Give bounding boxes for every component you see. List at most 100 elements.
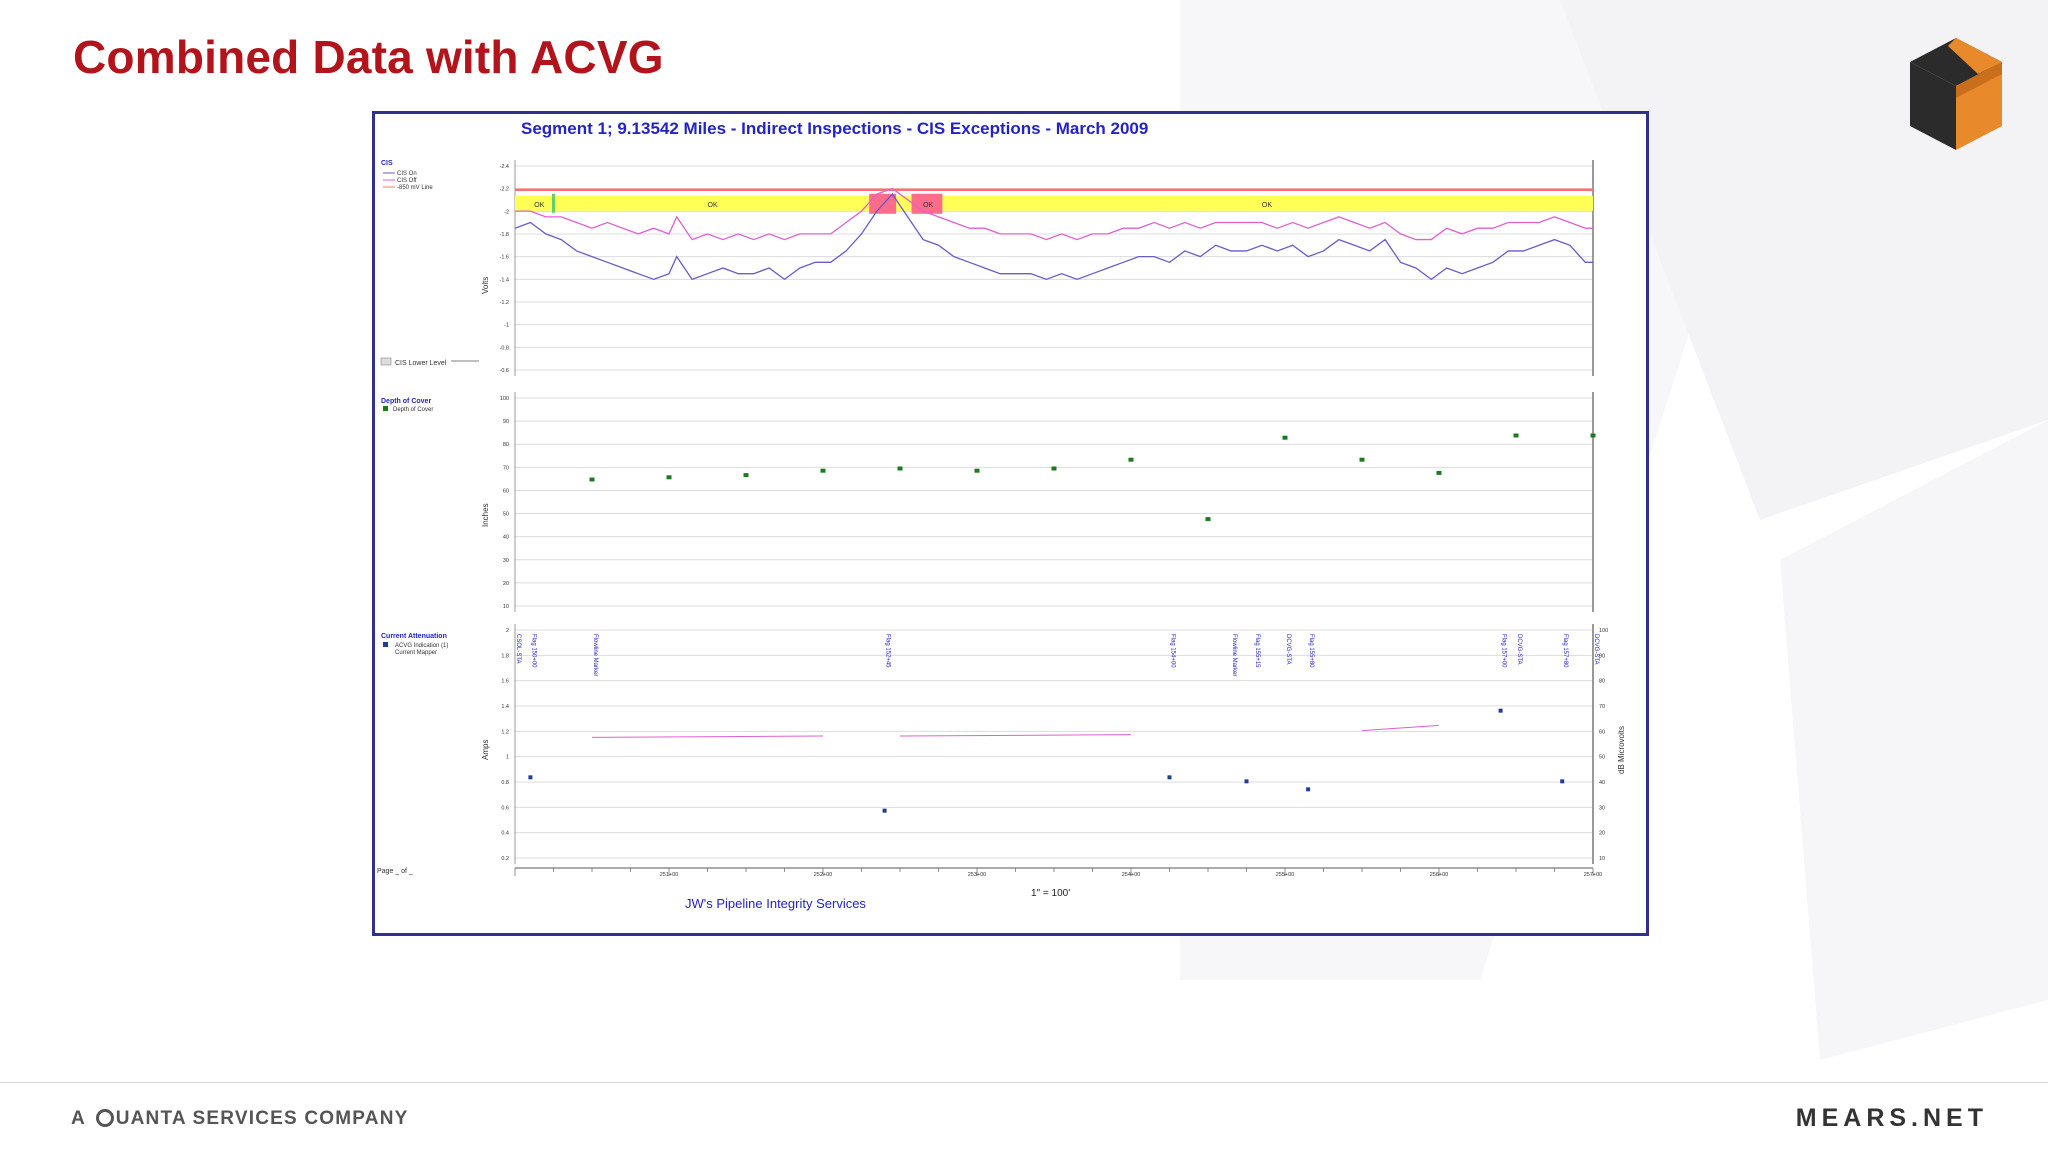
- chart-title: Segment 1; 9.13542 Miles - Indirect Insp…: [521, 119, 1148, 138]
- depth-ytick-label: 90: [503, 419, 509, 425]
- acvg-y2tick-label: 80: [1599, 679, 1605, 685]
- acvg-ytick-label: 0.6: [501, 805, 509, 811]
- footer-company: A UANTA SERVICES COMPANY: [71, 1108, 408, 1130]
- x-tick-label: 251+00: [660, 872, 679, 878]
- cis-ytick-label: -1.6: [500, 255, 509, 261]
- x-tick-label: 253+00: [968, 872, 987, 878]
- cis-on-line: [514, 193, 1593, 281]
- acvg-ytick-label: 0.4: [501, 831, 509, 837]
- acvg-y2tick-label: 10: [1599, 856, 1605, 862]
- x-tick-label: 256+00: [1430, 872, 1449, 878]
- acvg-y2tick-label: 90: [1599, 653, 1605, 659]
- depth-point: [589, 477, 595, 482]
- acvg-point: [1498, 708, 1503, 713]
- acvg-y2tick-label: 30: [1599, 805, 1605, 811]
- lower-level-swatch: [380, 357, 392, 366]
- acvg-ytick-label: 2: [506, 628, 509, 634]
- depth-point: [1051, 466, 1057, 471]
- cis-ytick-label: -1.8: [500, 232, 509, 238]
- cis-band-label: OK: [534, 202, 544, 209]
- depth-ytick-label: 20: [503, 581, 509, 587]
- depth-ytick-label: 60: [503, 488, 509, 494]
- depth-point: [974, 468, 980, 473]
- depth-ytick-label: 80: [503, 442, 509, 448]
- acvg-station-label: CSOL-STA: [515, 634, 521, 664]
- cis-ytick-label: -0.8: [500, 345, 509, 351]
- legend-acvg: ACVG Indication (1): [395, 643, 448, 649]
- legend-mapper: Current Mapper: [395, 650, 437, 656]
- scale-label: 1" = 100': [1031, 888, 1070, 899]
- cis-ytick-label: -2.4: [500, 164, 509, 170]
- depth-point: [1513, 433, 1519, 438]
- depth-ytick-label: 10: [503, 604, 509, 610]
- depth-point: [1359, 457, 1365, 462]
- footer-company-name: UANTA SERVICES COMPANY: [115, 1108, 409, 1129]
- acvg-station-label: Flag 150+00: [530, 634, 536, 668]
- depth-ylabel: Inches: [481, 503, 490, 527]
- legend-cis-off: CIS Off: [397, 178, 417, 184]
- acvg-point: [528, 775, 533, 780]
- cube-logo-icon: [1910, 38, 2002, 150]
- chart-svg: Segment 1; 9.13542 Miles - Indirect Insp…: [377, 119, 1626, 911]
- acvg-point: [1167, 775, 1172, 780]
- x-tick-label: 254+00: [1122, 872, 1141, 878]
- acvg-ytick-label: 0.2: [501, 856, 509, 862]
- acvg-ytick-label: 1.8: [501, 653, 509, 659]
- cis-ytick-label: -1: [504, 323, 509, 329]
- chart-footer: JW's Pipeline Integrity Services: [685, 896, 866, 911]
- depth-legend-title: Depth of Cover: [381, 398, 431, 405]
- acvg-station-label: Flag 154+00: [1170, 634, 1176, 668]
- cis-legend-title: CIS: [381, 160, 393, 167]
- acvg-point: [1306, 787, 1311, 792]
- legend-depth: Depth of Cover: [393, 407, 433, 413]
- depth-ytick-label: 30: [503, 558, 509, 564]
- cis-off-line: [515, 187, 1593, 241]
- acvg-y2tick-label: 100: [1599, 628, 1608, 634]
- depth-point: [743, 473, 749, 478]
- cis-ytick-label: -1.4: [500, 277, 509, 283]
- cis-ytick-label: -0.6: [500, 368, 509, 374]
- cis-band-label: OK: [923, 202, 933, 209]
- current-mapper-line: [899, 734, 1132, 737]
- depth-point: [666, 475, 672, 480]
- cis-band-label: OK: [708, 202, 718, 209]
- lower-level-label: CIS Lower Level: [395, 360, 447, 367]
- quanta-q-icon: [95, 1109, 114, 1127]
- acvg-station-label: Flag 157+00: [1501, 634, 1507, 668]
- current-mapper-line: [591, 735, 824, 738]
- acvg-ytick-label: 0.8: [501, 780, 509, 786]
- acvg-legend-title: Current Attenuation: [381, 633, 447, 640]
- x-tick-label: 255+00: [1276, 872, 1295, 878]
- acvg-y2tick-label: 20: [1599, 831, 1605, 837]
- acvg-station-label: Flag 155+15: [1254, 634, 1260, 668]
- footer-website: MEARS.NET: [1795, 1104, 1988, 1132]
- depth-point: [1590, 433, 1596, 438]
- acvg-legend-marker: [383, 642, 388, 647]
- depth-point: [897, 466, 903, 471]
- acvg-y2tick-label: 50: [1599, 755, 1605, 761]
- acvg-y2label: dB Microvolts: [1617, 726, 1626, 774]
- cis-ylabel: Volts: [481, 277, 490, 294]
- acvg-station-label: Flag 155+80: [1308, 634, 1314, 668]
- acvg-point: [1560, 779, 1565, 784]
- cis-ok-band: [515, 195, 1593, 211]
- acvg-ytick-label: 1.2: [501, 729, 509, 735]
- cis-ytick-label: -2: [504, 209, 509, 215]
- acvg-station-label: DCVG-STA: [1285, 634, 1291, 665]
- page-label: Page _ of _: [377, 868, 413, 875]
- depth-point: [1205, 517, 1211, 522]
- acvg-station-label: Flowline Marker: [1231, 634, 1237, 676]
- depth-ytick-label: 40: [503, 535, 509, 541]
- acvg-station-label: DCVG-STA: [1516, 634, 1522, 665]
- acvg-ytick-label: 1.4: [501, 704, 509, 710]
- acvg-y2tick-label: 60: [1599, 729, 1605, 735]
- acvg-station-label: Flag 157+80: [1562, 634, 1568, 668]
- acvg-station-label: Flowline Marker: [592, 634, 598, 676]
- cis-band-label: OK: [1262, 202, 1272, 209]
- acvg-point: [882, 808, 887, 813]
- cis-ytick-label: -2.2: [500, 187, 509, 193]
- acvg-y2tick-label: 40: [1599, 780, 1605, 786]
- cis-exception-zone: [869, 193, 897, 214]
- cis-legend: CIS On CIS Off -850 mV Line: [383, 171, 433, 191]
- plot-area: -2.4 -2.2 -2 -1.8 -1.6 -1.4 -1.2 -1 -0.8 -0.6 OK OK…: [500, 160, 1608, 878]
